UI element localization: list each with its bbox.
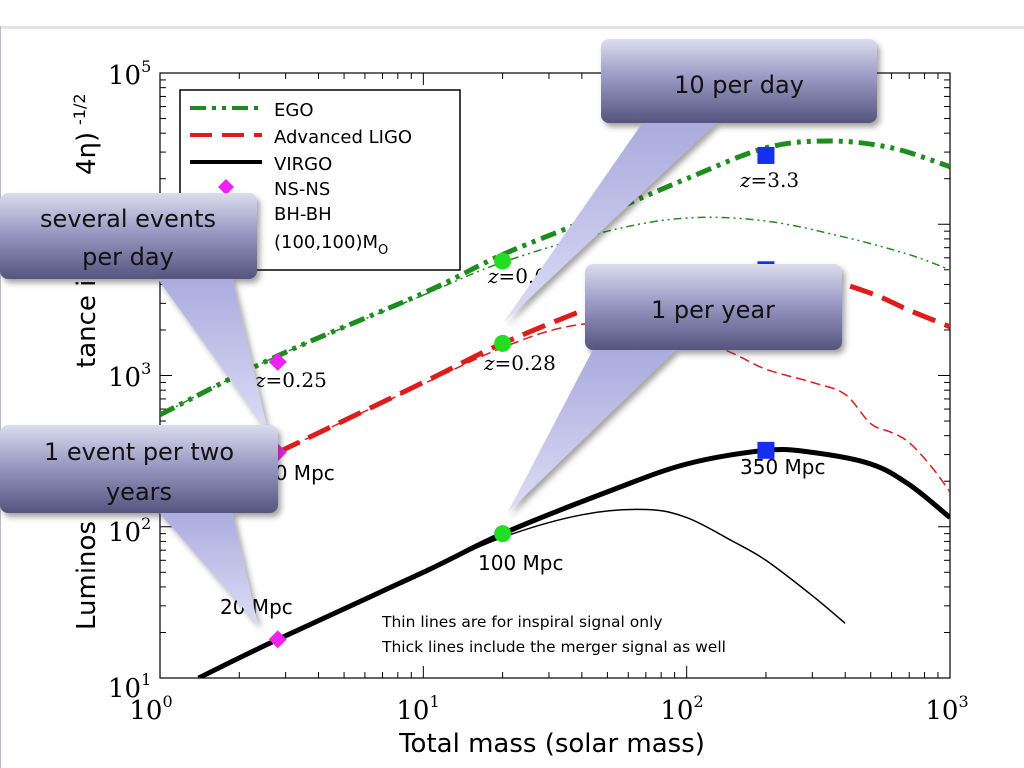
callout-one-event-line1: 1 event per two bbox=[44, 438, 234, 466]
axis-ticks bbox=[159, 73, 950, 679]
callout-one-event-two-years bbox=[0, 425, 278, 625]
marker-square bbox=[757, 441, 775, 459]
y-axis-label-part: 4η) bbox=[72, 132, 102, 175]
legend-label-mass: (100,100)MO bbox=[274, 232, 388, 258]
y-tick-labels: 101 102 103 105 bbox=[108, 57, 151, 704]
z-label-ego-high: z=3.3 bbox=[739, 168, 799, 192]
slide-divider bbox=[0, 26, 1024, 29]
legend-label-advanced-ligo: Advanced LIGO bbox=[274, 127, 412, 148]
y-axis-label-part: Luminos bbox=[72, 521, 102, 630]
callout-one-per-year bbox=[508, 264, 842, 512]
series-ego-inspiral bbox=[160, 216, 950, 416]
callout-one-per-year-text: 1 per year bbox=[651, 296, 775, 324]
y-tick-label: 105 bbox=[108, 57, 151, 91]
series-virgo-inspiral bbox=[198, 508, 846, 678]
legend-label-bh-bh: BH-BH bbox=[274, 204, 332, 225]
y-tick-label: 101 bbox=[108, 670, 151, 704]
x-tick-label: 103 bbox=[925, 692, 968, 726]
virgo-350-mpc-label: 350 Mpc bbox=[740, 455, 825, 479]
legend-label-virgo: VIRGO bbox=[274, 154, 332, 175]
callout-pointer bbox=[504, 112, 728, 322]
callout-box bbox=[601, 39, 877, 123]
z-label-ego-low: z=0.25 bbox=[254, 368, 327, 392]
callout-box bbox=[0, 425, 278, 513]
callout-several-events bbox=[0, 193, 268, 432]
z-label-ligo-mid: z=0.28 bbox=[483, 351, 556, 375]
legend-label-ego: EGO bbox=[274, 100, 314, 121]
note-thin-lines: Thin lines are for inspiral signal only bbox=[381, 613, 663, 631]
callout-box bbox=[0, 193, 257, 279]
callout-pointer bbox=[150, 268, 268, 432]
marker-circle bbox=[494, 334, 512, 352]
x-tick-label: 100 bbox=[129, 692, 172, 726]
series-layer bbox=[160, 138, 950, 678]
y-axis-label-exponent: -1/2 bbox=[70, 93, 89, 125]
marker-square bbox=[757, 146, 775, 164]
x-tick-label: 101 bbox=[396, 692, 439, 726]
virgo-20-mpc-label: 20 Mpc bbox=[220, 595, 293, 619]
note-thick-lines: Thick lines include the merger signal as… bbox=[381, 638, 726, 656]
x-tick-label: 102 bbox=[660, 692, 703, 726]
callout-ten-per-day-text: 10 per day bbox=[674, 71, 804, 99]
legend-marker-diamond bbox=[218, 179, 234, 195]
callout-ten-per-day bbox=[504, 39, 877, 322]
legend-label-ns-ns: NS-NS bbox=[274, 179, 330, 200]
y-axis-label: Luminos tance in M 4η) -1/2 bbox=[70, 93, 102, 630]
virgo-100-mpc-label: 100 Mpc bbox=[478, 551, 563, 575]
y-tick-label: 103 bbox=[108, 359, 151, 393]
slide-left-edge bbox=[0, 26, 1, 768]
callout-box bbox=[585, 264, 842, 350]
y-tick-label: 102 bbox=[108, 514, 151, 548]
marker-circle bbox=[494, 525, 512, 543]
callout-one-event-line2: years bbox=[106, 478, 172, 506]
annotations: z=3.3 z=0.6 z=0.25 z=0.28 350 Mpc 100 Mp… bbox=[220, 168, 825, 656]
callout-several-events-line2: per day bbox=[82, 243, 174, 271]
callout-pointer bbox=[150, 502, 258, 625]
callout-several-events-line1: several events bbox=[40, 205, 216, 233]
marker-diamond bbox=[268, 352, 287, 371]
x-tick-labels: 100 101 102 103 bbox=[129, 692, 968, 726]
series-advanced-ligo-merger bbox=[276, 265, 950, 455]
marker-diamond bbox=[268, 630, 287, 649]
x-axis-label: Total mass (solar mass) bbox=[398, 729, 705, 759]
marker-circle bbox=[494, 252, 512, 270]
callout-pointer bbox=[508, 340, 686, 512]
series-advanced-ligo-inspiral bbox=[277, 321, 950, 493]
